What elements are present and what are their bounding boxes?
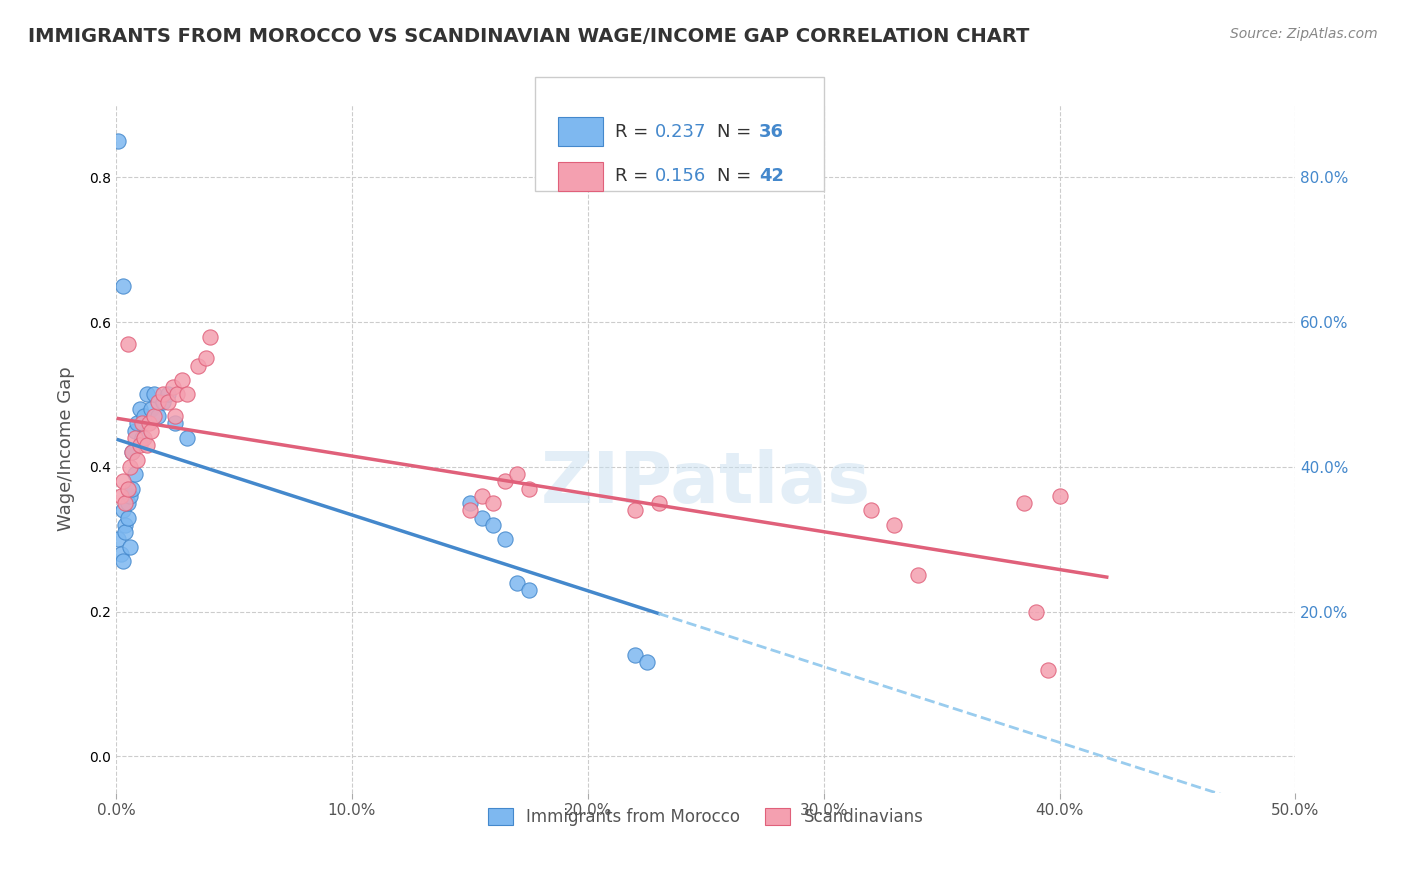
Point xyxy=(506,467,529,482)
Text: R =: R = xyxy=(614,123,654,141)
Point xyxy=(117,496,139,510)
Point xyxy=(494,533,516,547)
Point xyxy=(117,482,139,496)
Point xyxy=(1025,605,1047,619)
Point xyxy=(120,489,142,503)
Point xyxy=(624,648,647,662)
Point xyxy=(141,401,163,416)
Point xyxy=(142,387,165,401)
Point xyxy=(152,387,174,401)
Point xyxy=(124,467,146,482)
Point xyxy=(162,380,184,394)
Point xyxy=(114,524,136,539)
Point xyxy=(134,431,156,445)
Point xyxy=(883,517,905,532)
Point xyxy=(166,387,188,401)
Point xyxy=(120,459,142,474)
Point xyxy=(111,475,134,489)
Point xyxy=(124,431,146,445)
Text: 36: 36 xyxy=(759,123,783,141)
Point xyxy=(128,438,150,452)
Point xyxy=(107,533,129,547)
Point xyxy=(135,438,157,452)
Text: Source: ZipAtlas.com: Source: ZipAtlas.com xyxy=(1230,27,1378,41)
Point xyxy=(1049,489,1071,503)
FancyBboxPatch shape xyxy=(558,162,603,191)
FancyBboxPatch shape xyxy=(558,117,603,146)
Point xyxy=(148,394,170,409)
Text: 0.237: 0.237 xyxy=(655,123,706,141)
Point xyxy=(114,517,136,532)
Point xyxy=(120,540,142,554)
Point xyxy=(135,387,157,401)
FancyBboxPatch shape xyxy=(534,78,824,191)
Point xyxy=(1036,663,1059,677)
Point xyxy=(859,503,882,517)
Text: 0.156: 0.156 xyxy=(655,168,706,186)
Point xyxy=(471,489,494,503)
Point xyxy=(156,394,179,409)
Text: ZIPatlas: ZIPatlas xyxy=(541,449,870,517)
Point xyxy=(141,424,163,438)
Point xyxy=(131,417,153,431)
Point xyxy=(194,351,217,366)
Point xyxy=(187,359,209,373)
Point xyxy=(111,279,134,293)
Point xyxy=(121,445,143,459)
Point xyxy=(111,554,134,568)
Point xyxy=(117,510,139,524)
Point xyxy=(121,445,143,459)
Text: N =: N = xyxy=(717,168,758,186)
Point xyxy=(124,424,146,438)
Point xyxy=(156,387,179,401)
Point xyxy=(482,496,505,510)
Point xyxy=(517,582,540,597)
Legend: Immigrants from Morocco, Scandinavians: Immigrants from Morocco, Scandinavians xyxy=(481,801,931,832)
Point xyxy=(138,417,160,431)
Point xyxy=(127,417,149,431)
Point xyxy=(131,431,153,445)
Point xyxy=(176,431,198,445)
Point xyxy=(163,409,186,424)
Point xyxy=(114,496,136,510)
Point xyxy=(647,496,669,510)
Point xyxy=(128,401,150,416)
Point xyxy=(471,510,494,524)
Point xyxy=(517,482,540,496)
Point xyxy=(176,387,198,401)
Point xyxy=(1012,496,1035,510)
Point xyxy=(121,482,143,496)
Point xyxy=(636,656,658,670)
Point xyxy=(142,409,165,424)
Point xyxy=(152,394,174,409)
Point xyxy=(200,329,222,343)
Point xyxy=(110,547,132,561)
Point xyxy=(134,409,156,424)
Y-axis label: Wage/Income Gap: Wage/Income Gap xyxy=(58,367,75,531)
Point xyxy=(148,409,170,424)
Point xyxy=(170,373,193,387)
Point xyxy=(107,134,129,148)
Text: N =: N = xyxy=(717,123,758,141)
Point xyxy=(494,475,516,489)
Text: IMMIGRANTS FROM MOROCCO VS SCANDINAVIAN WAGE/INCOME GAP CORRELATION CHART: IMMIGRANTS FROM MOROCCO VS SCANDINAVIAN … xyxy=(28,27,1029,45)
Point xyxy=(506,575,529,590)
Point xyxy=(127,452,149,467)
Point xyxy=(624,503,647,517)
Point xyxy=(458,503,481,517)
Text: 42: 42 xyxy=(759,168,783,186)
Point xyxy=(111,503,134,517)
Point xyxy=(907,568,929,582)
Point xyxy=(163,417,186,431)
Point xyxy=(458,496,481,510)
Point xyxy=(482,517,505,532)
Text: R =: R = xyxy=(614,168,654,186)
Point xyxy=(117,336,139,351)
Point xyxy=(110,489,132,503)
